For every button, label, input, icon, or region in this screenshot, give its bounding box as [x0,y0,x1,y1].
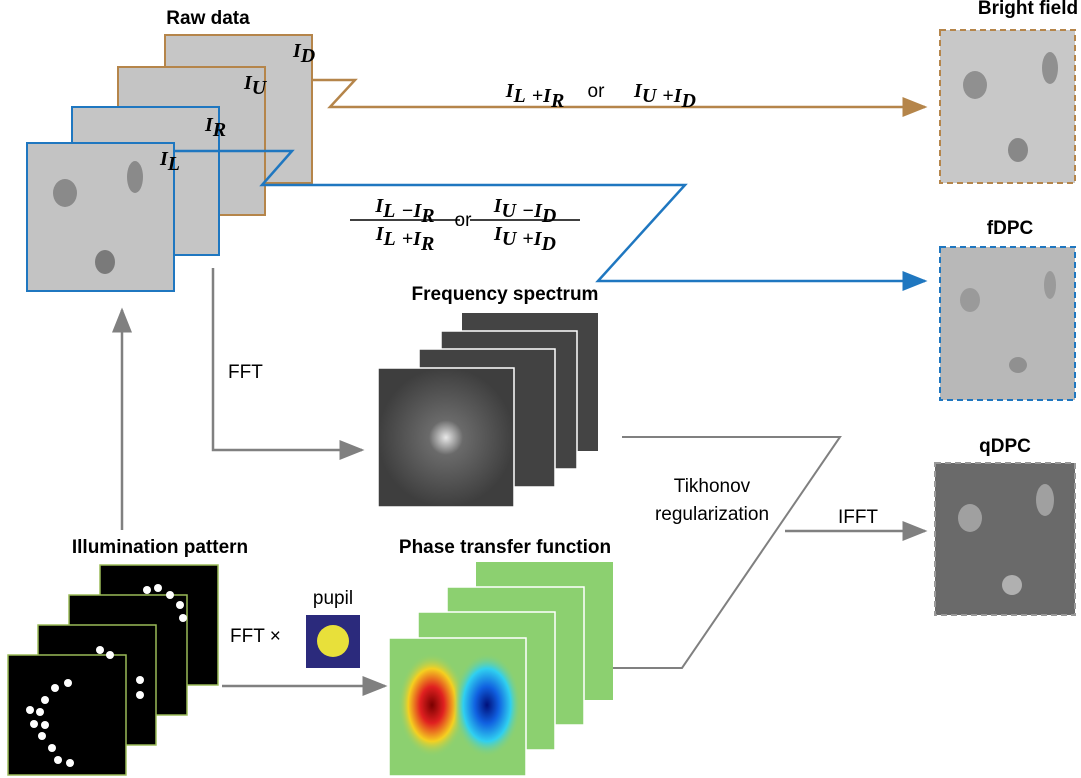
formula: IU+ID [493,223,556,255]
ifft-label: IFFT [838,507,878,528]
operator: + [402,228,413,250]
subscript: R [550,90,564,112]
qdpc-image [935,463,1075,615]
merge-line [613,437,840,668]
or-label: or [455,210,473,231]
output-title: fDPC [987,218,1034,239]
pupil-label: pupil [313,588,353,609]
operator: − [401,200,413,222]
operator: + [532,85,543,107]
regularization-label: regularization [655,504,769,525]
operator: + [522,228,533,250]
formula: IL+IR [375,223,435,255]
bright-field-arrow [312,80,925,107]
subscript: L [383,228,396,250]
output-title: qDPC [979,436,1031,457]
subscript: U [252,77,268,99]
subscript: U [502,228,518,250]
subscript: L [382,200,395,222]
subscript: R [420,205,434,227]
regularization-label: Tikhonov [674,476,751,497]
fdpc-image [940,247,1075,400]
bright-field-image [940,30,1075,183]
subscript: U [642,85,658,107]
operator: − [522,200,534,222]
spectrum-title: Frequency spectrum [412,284,599,305]
subscript: D [300,45,315,67]
raw-data-title: Raw data [166,8,250,29]
formula: IU−ID [493,195,557,227]
illumination-title: Illumination pattern [72,537,248,558]
subscript: D [681,90,696,112]
subscript: L [167,153,180,175]
fft-pupil-label: FFT × [230,626,281,647]
illumination-stack [8,565,218,775]
operator: + [662,85,673,107]
fft-label: FFT [228,362,263,383]
subscript: D [541,205,556,227]
ptf-stack [389,562,613,776]
fft-arrow [213,268,362,450]
subscript: D [541,233,556,255]
or-label: or [588,81,606,102]
subscript: U [501,200,517,222]
subscript: R [212,119,226,141]
subscript: R [420,233,434,255]
ptf-title: Phase transfer function [399,537,611,558]
output-title: Bright field [978,0,1078,19]
pupil-circle [317,625,349,657]
diagram: Raw data Bright field fDPC qDPC FFT Freq… [0,0,1081,778]
spectrum-stack [378,313,598,507]
subscript: L [513,85,526,107]
